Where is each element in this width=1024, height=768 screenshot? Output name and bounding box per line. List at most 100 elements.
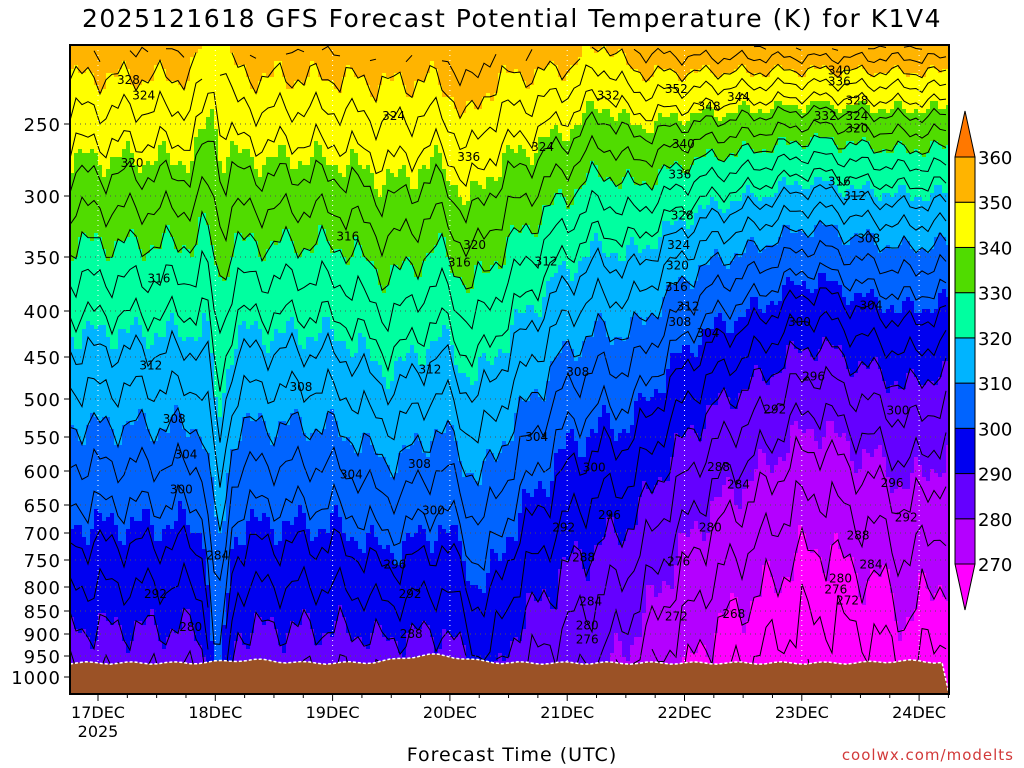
theta-band-cell (674, 353, 679, 434)
theta-band-cell (914, 109, 919, 150)
theta-band-cell (822, 65, 827, 102)
credit-link[interactable]: coolwx.com/modelts (841, 746, 1014, 764)
theta-band-cell (242, 45, 247, 66)
theta-band-cell (534, 45, 539, 70)
theta-band-cell (890, 249, 895, 306)
theta-band-cell (390, 81, 395, 174)
theta-band-cell (418, 45, 423, 82)
theta-band-cell (842, 109, 847, 150)
theta-band-cell (862, 137, 867, 186)
theta-band-cell (178, 85, 183, 162)
theta-band-cell (166, 45, 171, 82)
theta-band-cell (198, 217, 203, 338)
theta-band-cell (574, 189, 579, 274)
theta-band-cell (762, 453, 767, 566)
theta-band-cell (726, 157, 731, 210)
theta-band-cell (306, 77, 311, 166)
theta-band-cell (78, 45, 83, 74)
theta-band-cell (218, 45, 223, 162)
contour-label: 308 (289, 380, 312, 394)
theta-band-cell (650, 493, 655, 586)
theta-band-cell (138, 45, 143, 86)
theta-band-cell (882, 381, 887, 458)
theta-band-cell (406, 257, 411, 354)
theta-band-cell (106, 73, 111, 170)
theta-band-cell (226, 277, 231, 370)
theta-band-cell (510, 325, 515, 442)
theta-band-cell (594, 321, 599, 434)
theta-band-cell (802, 149, 807, 190)
theta-band-cell (698, 529, 703, 642)
theta-band-cell (566, 341, 571, 434)
theta-band-cell (666, 481, 671, 586)
theta-band-cell (186, 437, 191, 526)
theta-band-cell (498, 453, 503, 562)
theta-band-cell (274, 157, 279, 246)
theta-band-cell (730, 333, 735, 410)
theta-band-cell (462, 205, 467, 286)
theta-band-cell (646, 133, 651, 186)
theta-band-cell (338, 93, 343, 174)
theta-band-cell (810, 293, 815, 358)
theta-band-cell (930, 141, 935, 194)
theta-band-cell (642, 481, 647, 614)
theta-band-cell (410, 345, 415, 446)
theta-band-cell (338, 173, 343, 250)
theta-band-cell (846, 245, 851, 306)
theta-band-cell (478, 357, 483, 486)
theta-band-cell (586, 437, 591, 582)
theta-band-cell (702, 209, 707, 266)
theta-band-cell (482, 189, 487, 274)
theta-band-cell (562, 81, 567, 142)
theta-band-cell (630, 529, 635, 646)
theta-band-cell (662, 393, 667, 482)
theta-band-cell (678, 165, 683, 218)
theta-band-cell (894, 489, 899, 622)
theta-band-cell (622, 53, 627, 110)
theta-band-cell (734, 113, 739, 158)
theta-band-cell (558, 265, 563, 354)
theta-band-cell (726, 209, 731, 270)
theta-band-cell (642, 45, 647, 82)
theta-band-cell (506, 45, 511, 74)
theta-band-cell (910, 201, 915, 250)
theta-band-cell (790, 425, 795, 582)
theta-band-cell (546, 65, 551, 138)
theta-band-cell (338, 437, 343, 518)
theta-band-cell (766, 305, 771, 386)
theta-band-cell (938, 293, 943, 378)
theta-band-cell (510, 537, 515, 642)
theta-band-cell (266, 45, 271, 78)
theta-band-cell (278, 145, 283, 242)
theta-band-cell (254, 613, 259, 694)
theta-band-cell (518, 397, 523, 514)
theta-band-cell (518, 313, 523, 398)
theta-band-cell (662, 221, 667, 298)
theta-band-cell (174, 165, 179, 250)
theta-band-cell (546, 281, 551, 382)
theta-band-cell (374, 453, 379, 538)
theta-band-cell (458, 45, 463, 118)
theta-band-cell (554, 125, 559, 194)
theta-band-cell (346, 349, 351, 438)
theta-band-cell (490, 365, 495, 454)
colorbar-segment (954, 337, 976, 384)
contour-label: 320 (121, 156, 144, 170)
theta-band-cell (382, 73, 387, 186)
theta-band-cell (170, 417, 175, 530)
theta-band-cell (258, 45, 263, 82)
theta-band-cell (818, 557, 823, 694)
theta-band-cell (830, 45, 835, 74)
theta-band-cell (442, 529, 447, 630)
theta-band-cell (794, 73, 799, 106)
theta-band-cell (234, 145, 239, 234)
theta-band-cell (646, 489, 651, 586)
theta-band-cell (486, 573, 491, 694)
theta-band-cell (654, 317, 659, 390)
theta-band-cell (166, 81, 171, 154)
theta-band-cell (606, 177, 611, 258)
theta-band-cell (94, 45, 99, 86)
theta-band-cell (310, 61, 315, 158)
y-tick-label: 850 (24, 602, 61, 623)
theta-band-cell (302, 513, 307, 610)
